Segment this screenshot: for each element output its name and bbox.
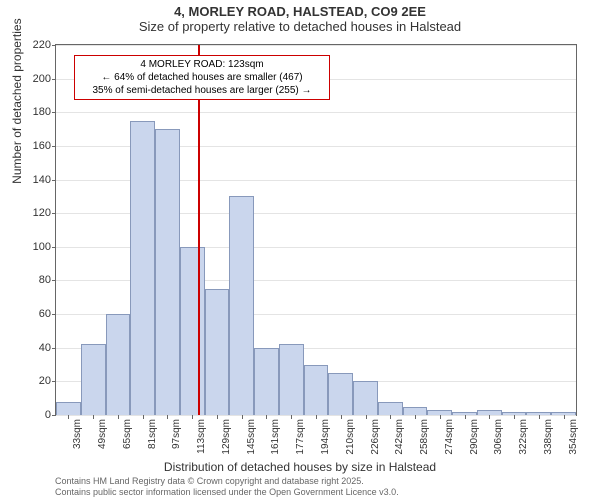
y-tick-label: 200	[33, 73, 51, 85]
histogram-bar	[279, 344, 304, 415]
histogram-bar	[353, 381, 378, 415]
chart-footer: Contains HM Land Registry data © Crown c…	[55, 476, 399, 498]
y-tick-mark	[52, 45, 56, 46]
x-tick-mark	[366, 415, 367, 419]
plot-area: 02040608010012014016018020022033sqm49sqm…	[55, 44, 577, 416]
x-tick-mark	[118, 415, 119, 419]
y-tick-mark	[52, 280, 56, 281]
histogram-bar	[229, 196, 254, 415]
x-tick-mark	[93, 415, 94, 419]
x-tick-label: 338sqm	[543, 419, 554, 455]
y-tick-mark	[52, 381, 56, 382]
x-tick-mark	[167, 415, 168, 419]
histogram-bar	[328, 373, 353, 415]
x-tick-label: 306sqm	[493, 419, 504, 455]
x-tick-label: 81sqm	[147, 419, 158, 449]
y-tick-label: 40	[39, 342, 51, 354]
y-tick-mark	[52, 146, 56, 147]
x-tick-label: 226sqm	[370, 419, 381, 455]
histogram-bar	[254, 348, 279, 415]
chart-title-block: 4, MORLEY ROAD, HALSTEAD, CO9 2EE Size o…	[0, 4, 600, 34]
marker-annotation-line: ← 64% of detached houses are smaller (46…	[79, 71, 325, 84]
y-tick-label: 140	[33, 174, 51, 186]
x-tick-label: 49sqm	[97, 419, 108, 449]
x-tick-mark	[514, 415, 515, 419]
x-tick-label: 210sqm	[345, 419, 356, 455]
histogram-bar	[130, 121, 155, 415]
y-tick-label: 160	[33, 140, 51, 152]
x-tick-label: 354sqm	[568, 419, 579, 455]
y-tick-label: 180	[33, 106, 51, 118]
histogram-bar	[304, 365, 329, 415]
marker-annotation-line: 35% of semi-detached houses are larger (…	[79, 84, 325, 97]
histogram-bar	[205, 289, 230, 415]
marker-line	[198, 45, 200, 415]
x-tick-label: 194sqm	[320, 419, 331, 455]
x-tick-label: 113sqm	[196, 419, 207, 454]
histogram-bar	[155, 129, 180, 415]
x-tick-label: 161sqm	[270, 419, 281, 455]
x-tick-label: 258sqm	[419, 419, 430, 455]
histogram-bar	[56, 402, 81, 415]
y-tick-mark	[52, 112, 56, 113]
chart-title: 4, MORLEY ROAD, HALSTEAD, CO9 2EE	[0, 4, 600, 19]
x-tick-mark	[68, 415, 69, 419]
histogram-bar	[403, 407, 428, 415]
x-tick-mark	[564, 415, 565, 419]
x-tick-mark	[143, 415, 144, 419]
y-tick-label: 120	[33, 207, 51, 219]
histogram-chart: 4, MORLEY ROAD, HALSTEAD, CO9 2EE Size o…	[0, 0, 600, 500]
chart-subtitle: Size of property relative to detached ho…	[0, 19, 600, 34]
x-tick-label: 65sqm	[122, 419, 133, 449]
x-tick-mark	[465, 415, 466, 419]
histogram-bar	[180, 247, 205, 415]
y-tick-mark	[52, 314, 56, 315]
marker-annotation-line: 4 MORLEY ROAD: 123sqm	[79, 58, 325, 71]
x-tick-mark	[489, 415, 490, 419]
x-tick-mark	[266, 415, 267, 419]
x-tick-label: 145sqm	[246, 419, 257, 455]
x-tick-mark	[242, 415, 243, 419]
x-tick-mark	[341, 415, 342, 419]
x-tick-mark	[539, 415, 540, 419]
x-tick-label: 274sqm	[444, 419, 455, 455]
x-tick-label: 97sqm	[171, 419, 182, 449]
y-tick-label: 80	[39, 274, 51, 286]
y-tick-mark	[52, 213, 56, 214]
x-tick-label: 290sqm	[469, 419, 480, 455]
y-tick-label: 20	[39, 375, 51, 387]
x-tick-mark	[390, 415, 391, 419]
y-axis-title: Number of detached properties	[10, 18, 24, 183]
x-tick-label: 322sqm	[518, 419, 529, 455]
x-tick-mark	[316, 415, 317, 419]
x-axis-title: Distribution of detached houses by size …	[0, 460, 600, 474]
y-tick-mark	[52, 415, 56, 416]
x-tick-mark	[440, 415, 441, 419]
y-tick-label: 60	[39, 308, 51, 320]
x-tick-mark	[217, 415, 218, 419]
x-tick-label: 242sqm	[394, 419, 405, 455]
histogram-bar	[106, 314, 131, 415]
grid-line	[56, 45, 576, 46]
x-tick-mark	[192, 415, 193, 419]
grid-line	[56, 112, 576, 113]
x-tick-label: 129sqm	[221, 419, 232, 455]
histogram-bar	[378, 402, 403, 415]
x-tick-mark	[415, 415, 416, 419]
y-tick-label: 0	[45, 409, 51, 421]
marker-annotation-box: 4 MORLEY ROAD: 123sqm← 64% of detached h…	[74, 55, 330, 100]
footer-line-1: Contains HM Land Registry data © Crown c…	[55, 476, 399, 487]
x-tick-label: 177sqm	[295, 419, 306, 455]
y-tick-mark	[52, 180, 56, 181]
histogram-bar	[81, 344, 106, 415]
x-tick-mark	[291, 415, 292, 419]
y-tick-mark	[52, 79, 56, 80]
y-tick-mark	[52, 247, 56, 248]
y-tick-mark	[52, 348, 56, 349]
y-tick-label: 100	[33, 241, 51, 253]
x-tick-label: 33sqm	[72, 419, 83, 449]
footer-line-2: Contains public sector information licen…	[55, 487, 399, 498]
y-tick-label: 220	[33, 39, 51, 51]
